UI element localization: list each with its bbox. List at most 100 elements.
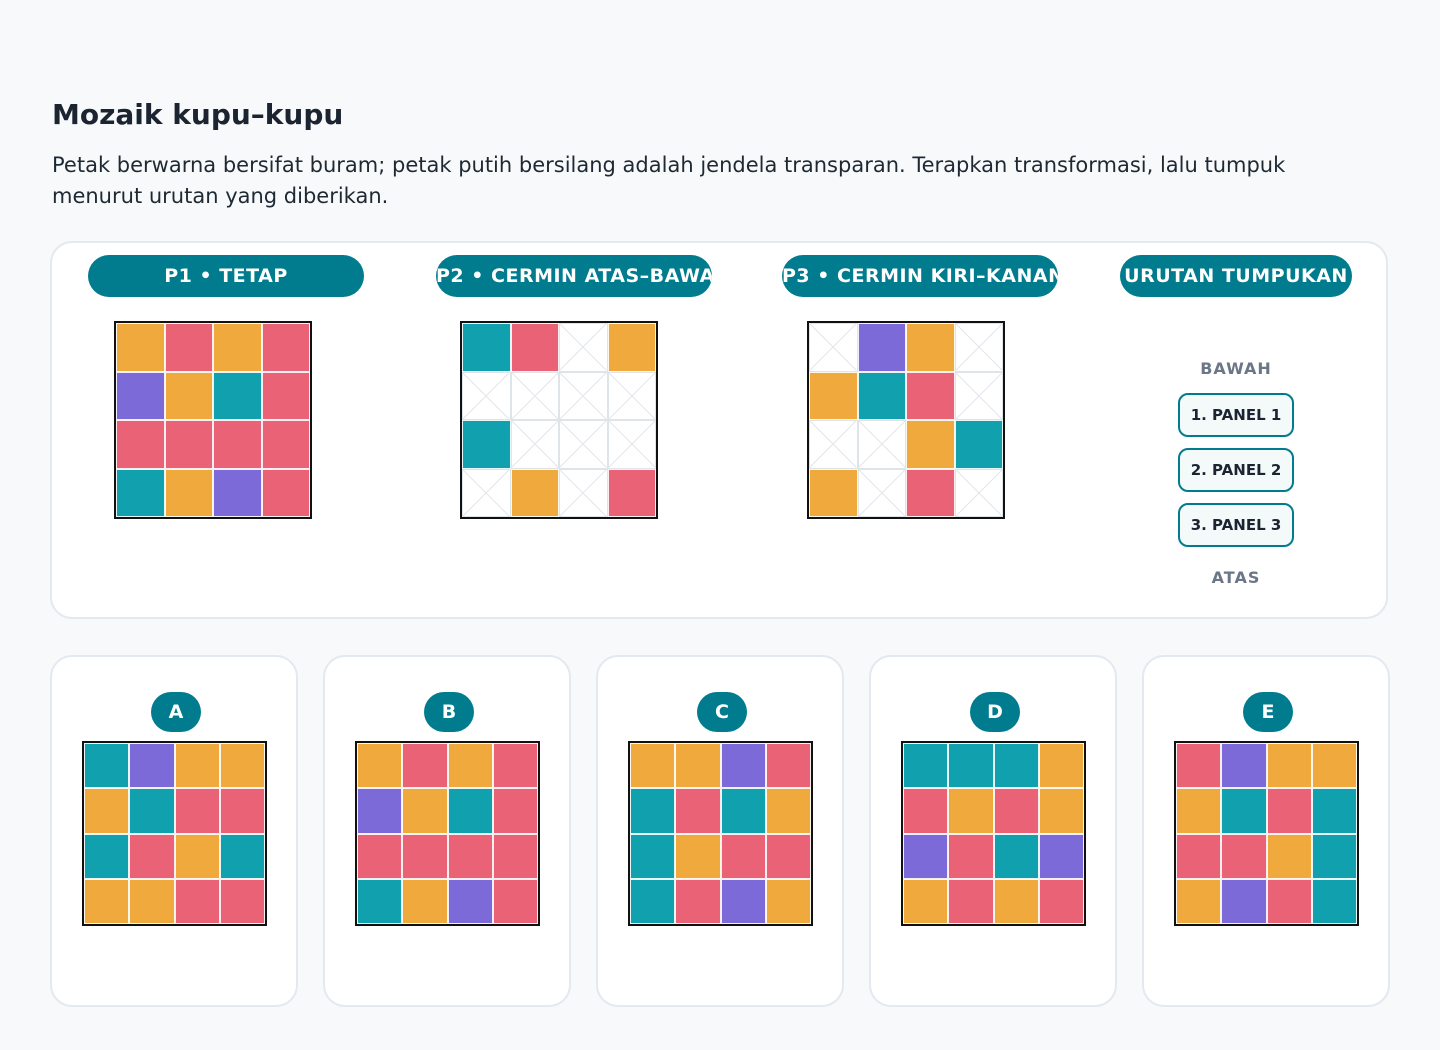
colored-tile [765,833,811,879]
option-card-c[interactable]: C [596,655,844,1007]
colored-tile [675,743,721,789]
stack-order-label: URUTAN TUMPUKAN [1120,255,1352,297]
transparent-tile [559,420,608,469]
colored-tile [492,788,538,834]
colored-tile [164,371,213,420]
colored-tile [1038,743,1084,789]
option-card-d[interactable]: D [869,655,1117,1007]
colored-tile [213,323,262,372]
colored-tile [1176,743,1222,789]
colored-tile [993,743,1039,789]
colored-tile [630,743,676,789]
colored-tile [607,468,656,517]
colored-tile [857,371,906,420]
colored-tile [492,743,538,789]
stack-top-label: ATAS [1211,568,1261,587]
colored-tile [116,420,165,469]
option-card-a[interactable]: A [50,655,298,1007]
colored-tile [174,833,220,879]
colored-tile [675,788,721,834]
stack-item-panel-3: 3. PANEL 3 [1178,503,1294,547]
transparent-tile [559,371,608,420]
colored-tile [219,743,265,789]
colored-tile [906,420,955,469]
colored-tile [630,878,676,924]
colored-tile [630,788,676,834]
colored-tile [906,371,955,420]
option-card-b[interactable]: B [323,655,571,1007]
colored-tile [993,788,1039,834]
colored-tile [1266,833,1312,879]
panel-1-grid [114,321,312,519]
colored-tile [765,743,811,789]
colored-tile [1176,833,1222,879]
option-b-badge: B [424,692,474,732]
colored-tile [630,833,676,879]
transparent-tile [462,468,511,517]
colored-tile [462,420,511,469]
puzzle-panel: P1 • TETAP P2 • CERMIN ATAS–BAWAH P3 • C… [50,241,1388,619]
colored-tile [809,371,858,420]
transparent-tile [954,323,1003,372]
colored-tile [219,788,265,834]
colored-tile [675,878,721,924]
colored-tile [993,878,1039,924]
option-card-e[interactable]: E [1142,655,1390,1007]
colored-tile [116,468,165,517]
colored-tile [116,371,165,420]
option-a-badge: A [151,692,201,732]
panel-1-label: P1 • TETAP [88,255,364,297]
colored-tile [906,323,955,372]
colored-tile [1266,743,1312,789]
colored-tile [129,788,175,834]
transparent-tile [857,420,906,469]
colored-tile [84,878,130,924]
transparent-tile [510,420,559,469]
option-c-grid [628,741,813,926]
colored-tile [402,743,448,789]
colored-tile [1038,788,1084,834]
transparent-tile [809,323,858,372]
colored-tile [1221,743,1267,789]
instructions-text: Petak berwarna bersifat buram; petak put… [52,153,1286,208]
colored-tile [906,468,955,517]
colored-tile [213,420,262,469]
panel-3-label: P3 • CERMIN KIRI–KANAN [782,255,1058,297]
colored-tile [903,833,949,879]
colored-tile [607,323,656,372]
transparent-tile [462,371,511,420]
colored-tile [954,420,1003,469]
colored-tile [219,878,265,924]
colored-tile [1221,788,1267,834]
colored-tile [213,468,262,517]
colored-tile [357,833,403,879]
transparent-tile [954,371,1003,420]
colored-tile [510,468,559,517]
colored-tile [720,878,766,924]
colored-tile [219,833,265,879]
colored-tile [164,468,213,517]
transparent-tile [510,371,559,420]
colored-tile [903,743,949,789]
colored-tile [261,323,310,372]
colored-tile [492,833,538,879]
transparent-tile [857,468,906,517]
colored-tile [1266,878,1312,924]
colored-tile [84,743,130,789]
colored-tile [720,833,766,879]
colored-tile [447,743,493,789]
colored-tile [948,743,994,789]
colored-tile [402,833,448,879]
colored-tile [903,788,949,834]
colored-tile [1221,833,1267,879]
colored-tile [357,788,403,834]
colored-tile [765,788,811,834]
colored-tile [129,833,175,879]
colored-tile [948,833,994,879]
colored-tile [809,468,858,517]
colored-tile [720,743,766,789]
colored-tile [402,878,448,924]
option-e-badge: E [1243,692,1293,732]
stack-item-panel-2: 2. PANEL 2 [1178,448,1294,492]
colored-tile [447,878,493,924]
